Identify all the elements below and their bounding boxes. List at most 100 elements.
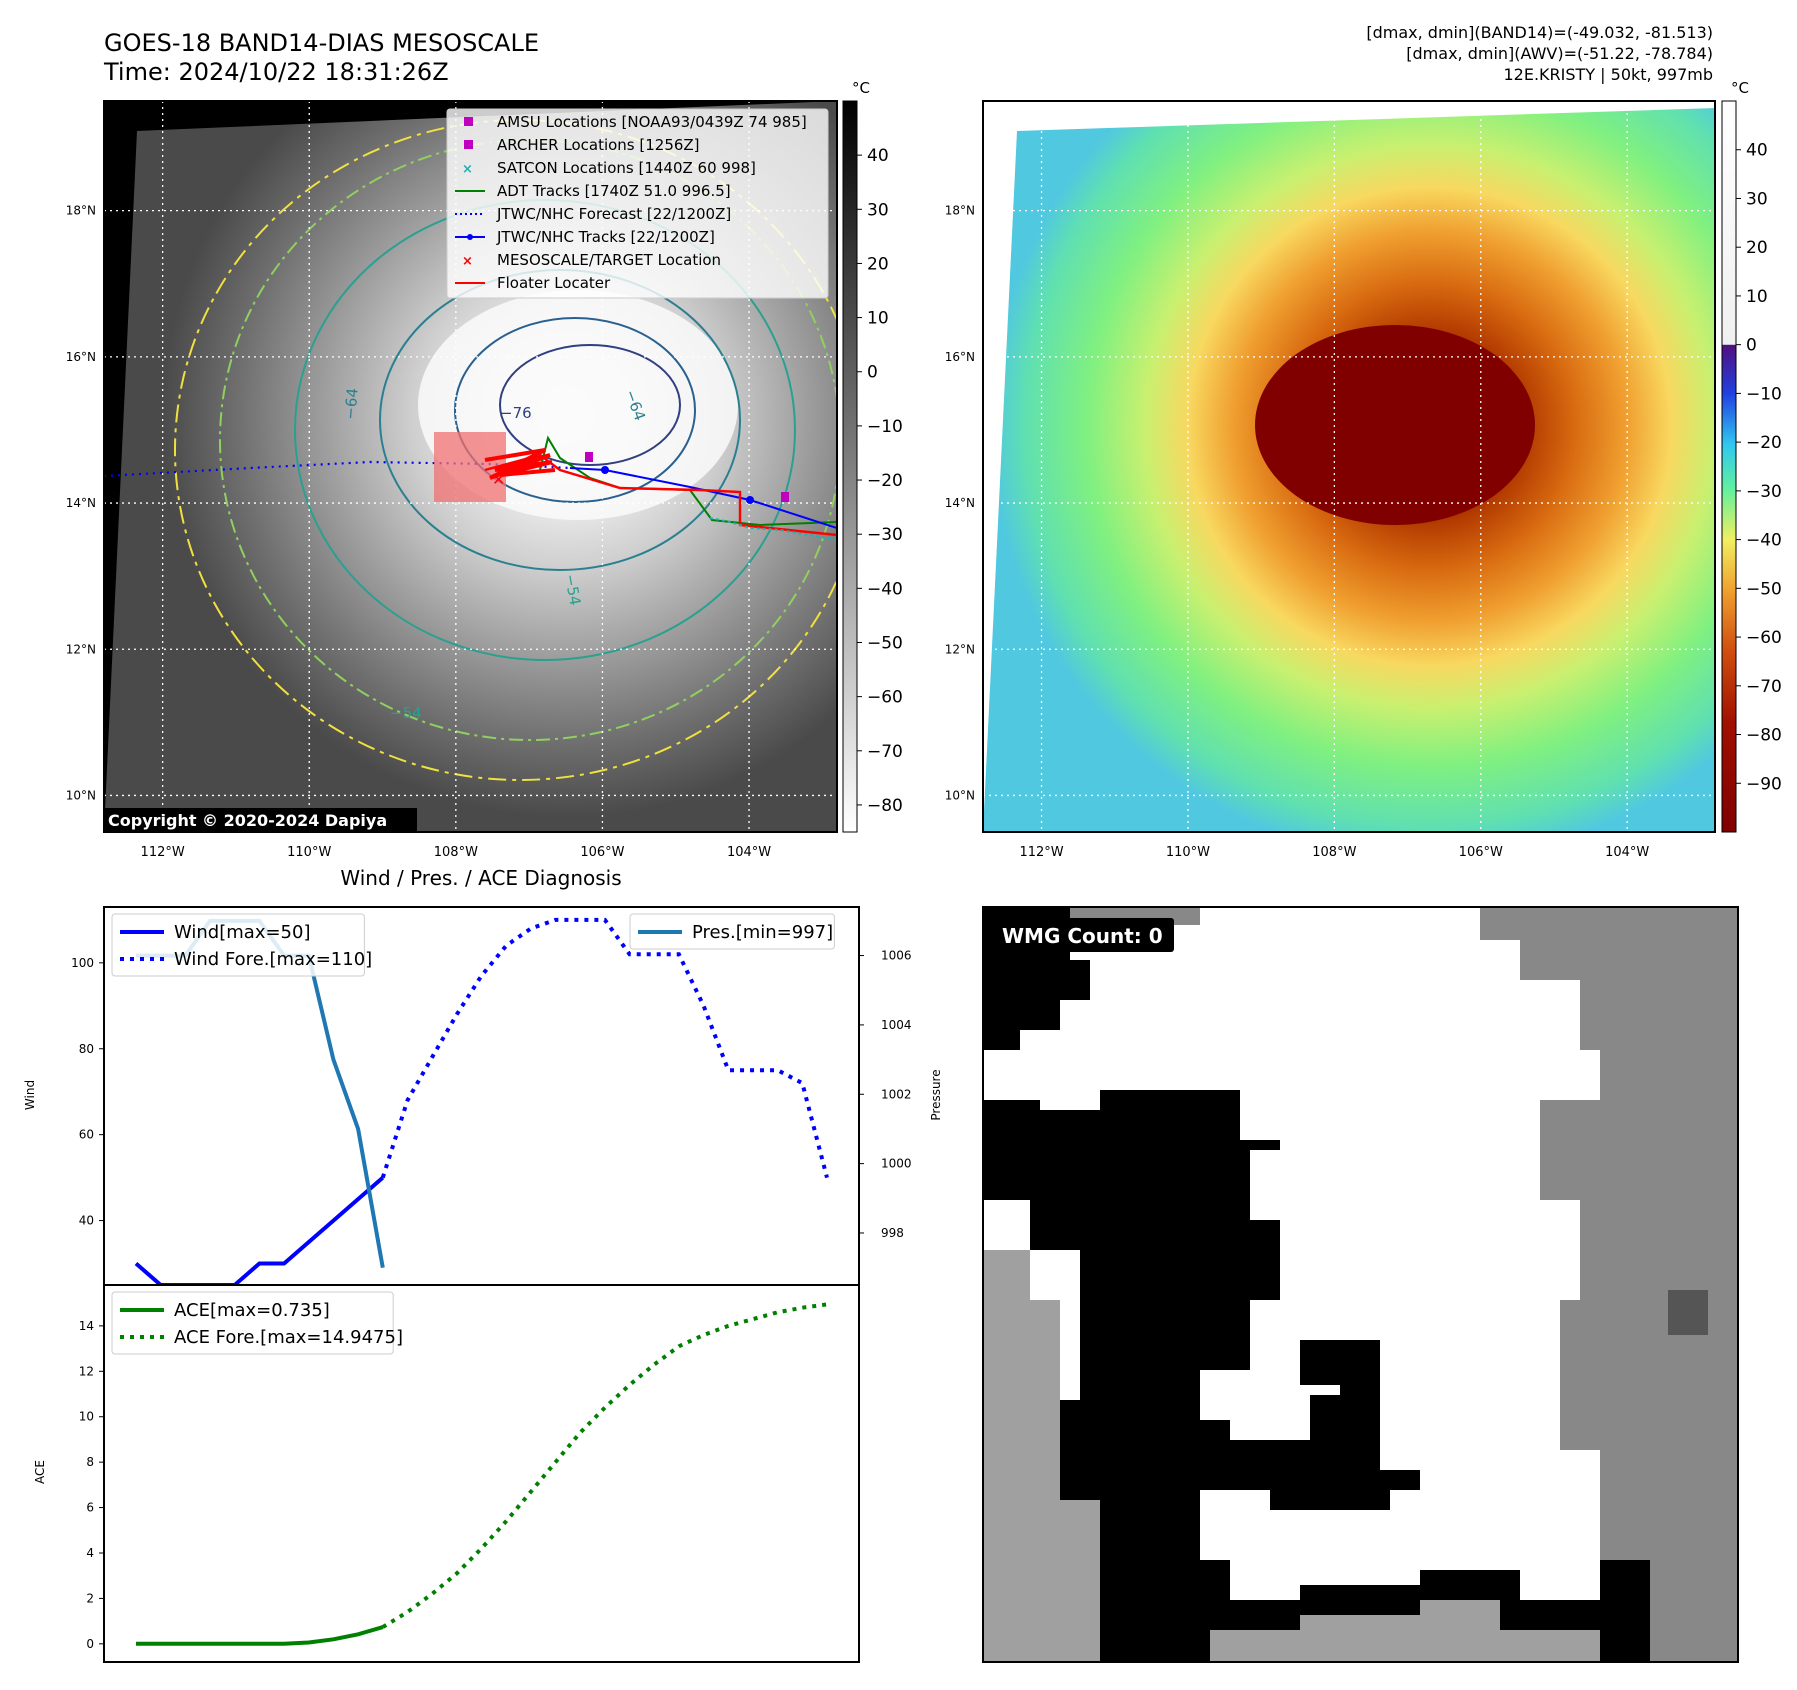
colorbar-tick-label: 10: [867, 309, 889, 329]
colorbar-tick-label: −50: [1746, 579, 1782, 599]
chart-legend-box: [111, 913, 365, 977]
legend-label: MESOSCALE/TARGET Location: [497, 251, 721, 269]
contour-label-group: −76 −64 −64 −54 −54: [341, 387, 649, 722]
legend-entry: AMSU Locations [NOAA93/0439Z 74 985]: [464, 113, 807, 131]
colorbar-tick-label: −70: [1746, 677, 1782, 697]
colorbar-tick-label: 0: [867, 363, 878, 383]
jtwc-track-point: [601, 466, 609, 474]
y-tick-label: 14: [79, 1319, 94, 1333]
ir-colorbar: °C 40 30 20 10 0 −10 −20 −30 −40 −50 −60 −70 −80: [842, 79, 903, 833]
colorbar-tick-label: 30: [1746, 189, 1768, 209]
chart-legend-box: [629, 913, 835, 950]
legend-entry: JTWC/NHC Forecast [22/1200Z]: [455, 205, 731, 223]
wmg-black-patch: [1300, 1340, 1380, 1385]
y-tick-label: 12: [79, 1364, 94, 1378]
ir-colorbar-unit: °C: [852, 79, 870, 97]
figure-title-line1: GOES-18 BAND14-DIAS MESOSCALE: [104, 29, 539, 57]
pressure-axis-label: Pressure: [929, 1069, 943, 1120]
colorbar-tick-label: −60: [1746, 628, 1782, 648]
legend-entry: ARCHER Locations [1256Z]: [464, 136, 700, 154]
ace-chart: 0 2 4 6 8 10 12 14 ACE[max=0.735] ACE Fore.[max=1…: [33, 1284, 860, 1663]
lat-tick-label: 14°N: [945, 496, 975, 510]
legend-entry: Floater Locater: [455, 274, 611, 292]
contour-label: −54: [561, 573, 584, 607]
legend-marker: [464, 140, 473, 149]
amsu-marker: [585, 452, 593, 462]
lon-tick-label: 112°W: [1019, 845, 1063, 860]
colorbar-tick-label: −80: [1746, 726, 1782, 746]
y-tick-label: 1004: [881, 1018, 912, 1032]
legend-entry: JTWC/NHC Tracks [22/1200Z]: [455, 228, 715, 246]
lat-tick-label: 16°N: [66, 350, 96, 364]
colorbar-tick-label: −10: [1746, 384, 1782, 404]
colorbar-tick-label: 0: [1746, 336, 1757, 356]
y-tick-label: 2: [86, 1591, 94, 1605]
y-tick-label: 6: [86, 1501, 94, 1515]
y-tick-label: 40: [79, 1214, 94, 1228]
wind-pressure-chart: 40 60 80 100 998 1000 1002 1004 1006 Wind[max=50]…: [23, 906, 943, 1287]
map-axis-labels: 18°N 16°N 14°N 12°N 10°N 112°W 110°W 108°W 106°W…: [66, 204, 1650, 860]
lon-tick-label: 108°W: [434, 845, 478, 860]
lon-tick-label: 104°W: [1605, 845, 1649, 860]
colorbar-tick-label: 30: [867, 200, 889, 220]
series-line: [380, 917, 829, 1179]
chart-legend-label: ACE Fore.[max=14.9475]: [174, 1327, 403, 1348]
colorbar-tick-label: −80: [867, 796, 903, 816]
wind-axis-label: Wind: [23, 1080, 37, 1110]
lon-tick-label: 112°W: [141, 845, 185, 860]
colorbar-tick-label: −70: [867, 742, 903, 762]
colorbar-tick-label: −30: [867, 525, 903, 545]
lon-tick-label: 106°W: [1459, 845, 1503, 860]
wmg-count-box: [994, 918, 1174, 952]
y-tick-label: 0: [86, 1637, 94, 1651]
colorbar-tick-label: 40: [867, 146, 889, 166]
colorbar-tick-label: 20: [1746, 238, 1768, 258]
legend-label: ADT Tracks [1740Z 51.0 996.5]: [497, 182, 731, 200]
colorbar-tick-label: −10: [867, 417, 903, 437]
colorbar-tick-label: −20: [867, 471, 903, 491]
y-tick-label: 1006: [881, 949, 912, 963]
series-line: [381, 1302, 828, 1629]
colorbar-tick-label: −50: [867, 633, 903, 653]
series-line: [136, 1625, 384, 1646]
wmg-gray-region-right: [1480, 907, 1738, 1662]
lat-tick-label: 18°N: [66, 204, 96, 218]
chart-legend-label: Wind[max=50]: [174, 922, 311, 943]
legend-marker: ×: [462, 254, 473, 269]
legend-label: AMSU Locations [NOAA93/0439Z 74 985]: [497, 113, 807, 131]
colorbar-tick-label: −90: [1746, 774, 1782, 794]
legend-marker-dot: [467, 234, 473, 240]
lon-tick-label: 110°W: [1166, 845, 1210, 860]
chart-legend-label: Pres.[min=997]: [692, 922, 833, 943]
wmg-count-label: WMG Count: 0: [1002, 924, 1163, 948]
jtwc-track-point: [746, 496, 754, 504]
legend-entry: × SATCON Locations [1440Z 60 998]: [462, 159, 756, 177]
y-tick-label: 1000: [881, 1157, 912, 1171]
colorbar-tick-label: −30: [1746, 482, 1782, 502]
wmg-gray-region-bottom: [1210, 1600, 1600, 1662]
ir-satellite-panel: −76 −64 −64 −54 −54 ✕: [103, 100, 838, 833]
lat-tick-label: 12°N: [945, 642, 975, 656]
y-tick-label: 10: [79, 1410, 94, 1424]
y-tick-label: 8: [86, 1455, 94, 1469]
lat-tick-label: 18°N: [945, 204, 975, 218]
wmg-dark-gray-patch: [1668, 1290, 1708, 1335]
legend-marker: [464, 117, 473, 126]
satcon-marks: [709, 517, 837, 541]
lat-tick-label: 12°N: [66, 642, 96, 656]
chart-legend-label: Wind Fore.[max=110]: [174, 949, 372, 970]
contour-label: −64: [341, 387, 362, 420]
legend-label: ARCHER Locations [1256Z]: [497, 136, 700, 154]
archer-marker: [781, 492, 789, 502]
ir-legend: AMSU Locations [NOAA93/0439Z 74 985] ARCH…: [446, 108, 829, 299]
colorbar-tick-label: −40: [1746, 531, 1782, 551]
info-line1: [dmax, dmin](BAND14)=(-49.032, -81.513): [1366, 23, 1713, 42]
awv-colorbar: °C 40 30 20 10 0 −10 −20 −30 −40 −50 −60 −70 −80 −90: [1721, 79, 1782, 833]
colorbar-tick-label: 20: [867, 254, 889, 274]
wmg-black-region-mid: [983, 1090, 1420, 1662]
awv-gridlines: [983, 101, 1715, 832]
legend-label: JTWC/NHC Forecast [22/1200Z]: [496, 205, 731, 223]
colorbar-tick-label: 10: [1746, 287, 1768, 307]
storm-tracks: ✕: [104, 432, 837, 541]
